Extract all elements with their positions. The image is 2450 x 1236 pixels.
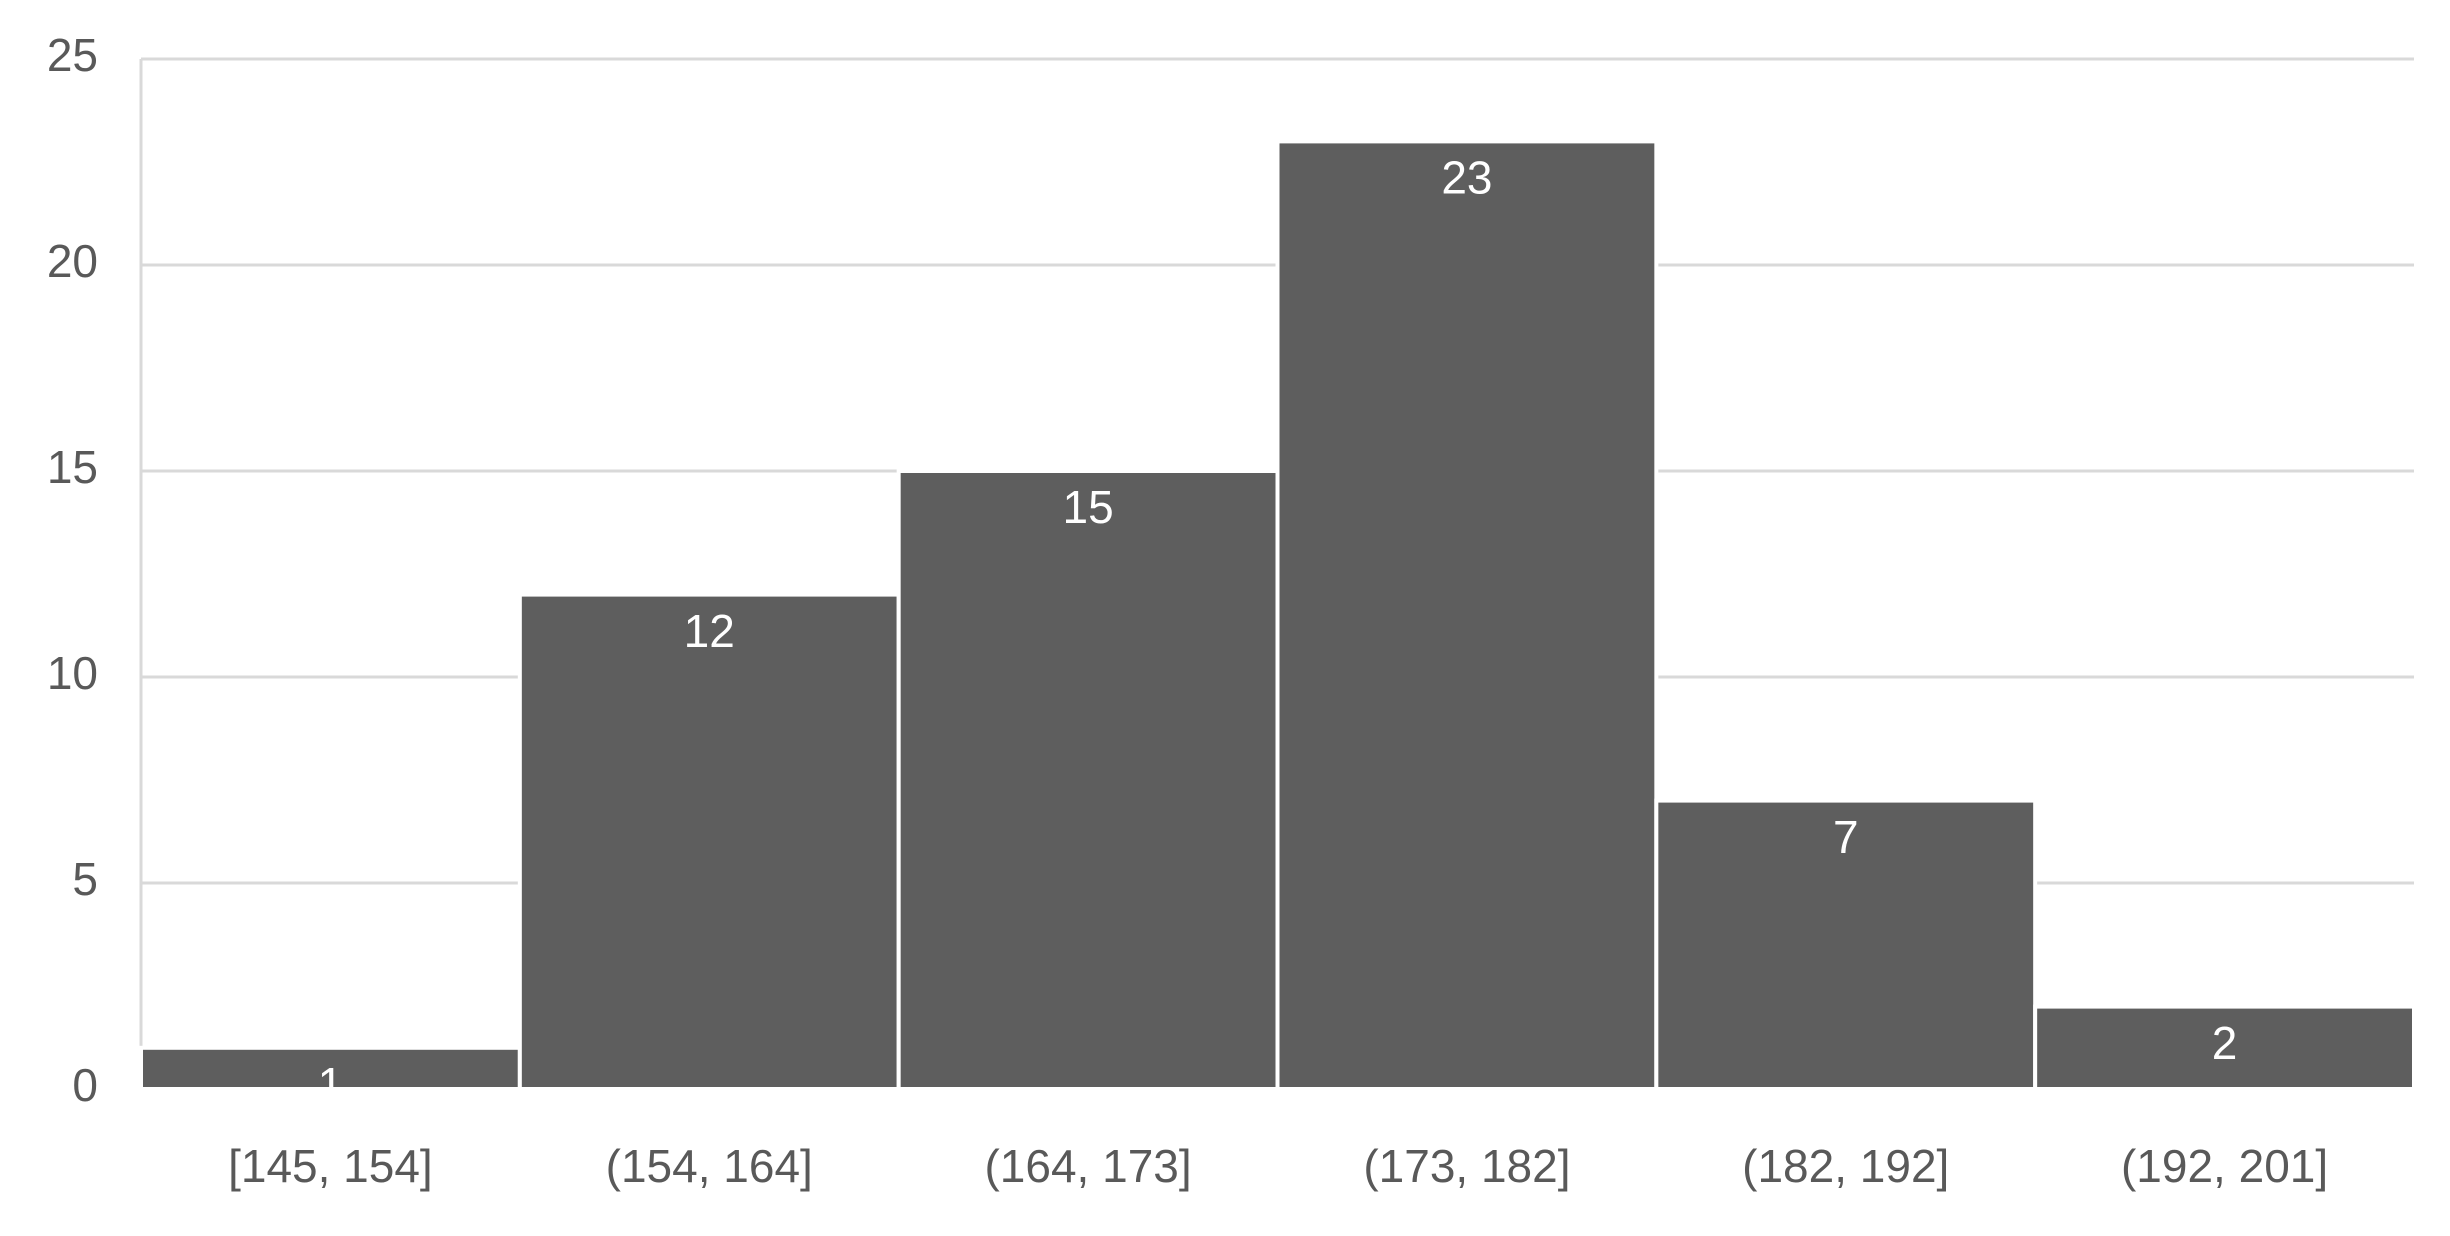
y-tick-label: 10	[47, 647, 98, 699]
bar	[1654, 798, 2038, 1091]
bar	[2033, 1004, 2416, 1091]
y-tick-label: 5	[72, 853, 98, 905]
x-tick-label: (182, 192]	[1742, 1140, 1949, 1192]
y-tick-label: 20	[47, 235, 98, 287]
data-label: 12	[684, 605, 735, 657]
x-tick-label: (154, 164]	[606, 1140, 813, 1192]
bar	[517, 592, 901, 1091]
x-tick-label: (164, 173]	[984, 1140, 1191, 1192]
data-label: 7	[1833, 811, 1859, 863]
y-tick-label: 0	[72, 1059, 98, 1111]
x-tick-label: (173, 182]	[1363, 1140, 1570, 1192]
data-label: 23	[1441, 152, 1492, 204]
x-tick-label: [145, 154]	[228, 1140, 433, 1192]
bar	[1275, 139, 1659, 1091]
bar	[896, 469, 1280, 1091]
x-tick-label: (192, 201]	[2121, 1140, 2328, 1192]
y-tick-label: 25	[47, 29, 98, 81]
bar	[139, 1045, 522, 1092]
data-label: 2	[2212, 1017, 2238, 1069]
data-label: 15	[1062, 481, 1113, 533]
data-label: 1	[318, 1058, 344, 1110]
y-tick-label: 15	[47, 441, 98, 493]
